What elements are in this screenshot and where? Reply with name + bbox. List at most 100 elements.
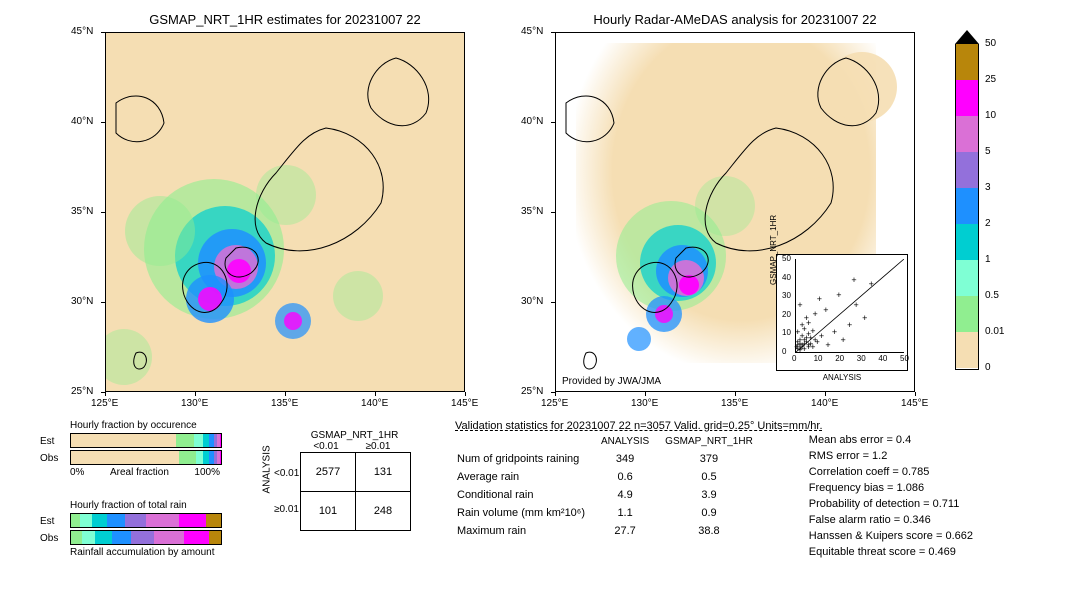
right-map-title: Hourly Radar-AMeDAS analysis for 2023100… <box>555 12 915 27</box>
colorbar-label: 0.01 <box>985 326 1004 337</box>
scatter-inset: GSMAP_NRT_1HRANALYSIS0010102020303040405… <box>776 254 908 371</box>
stats-cell: 27.7 <box>601 523 663 539</box>
stacked-bar <box>70 433 222 448</box>
contingency-col-header: GSMAP_NRT_1HR <box>298 430 411 441</box>
contingency-cell: 131 <box>356 453 411 492</box>
y-tick-label: 25°N <box>521 386 543 397</box>
validation-stats: Validation statistics for 20231007 22 n=… <box>455 420 973 560</box>
contingency-cell: 101 <box>301 492 356 531</box>
metric-line: Equitable threat score = 0.469 <box>809 544 973 560</box>
x-tick-label: 140°E <box>361 398 388 409</box>
stats-cell: 349 <box>601 451 663 467</box>
totalrain-title: Hourly fraction of total rain <box>70 500 222 511</box>
colorbar-label: 0 <box>985 362 991 373</box>
y-tick-label: 25°N <box>71 386 93 397</box>
y-tick-label: 35°N <box>71 206 93 217</box>
metric-line: Probability of detection = 0.711 <box>809 496 973 512</box>
colorbar-segment <box>955 188 979 224</box>
bar-row-label: Obs <box>40 533 64 544</box>
left-map-title: GSMAP_NRT_1HR estimates for 20231007 22 <box>105 12 465 27</box>
bar-axis-label: 0% <box>70 467 84 478</box>
bar-row-label: Obs <box>40 453 64 464</box>
metric-line: Correlation coeff = 0.785 <box>809 464 973 480</box>
y-tick-label: 30°N <box>521 296 543 307</box>
validation-header: Validation statistics for 20231007 22 n=… <box>455 420 973 432</box>
stacked-bar <box>70 513 222 528</box>
bar-row-label: Est <box>40 436 64 447</box>
y-tick-label: 40°N <box>71 116 93 127</box>
colorbar-label: 25 <box>985 74 996 85</box>
stats-cell: 38.8 <box>665 523 767 539</box>
contingency-row-header: ANALYSIS <box>262 479 273 493</box>
contingency-cell: 248 <box>356 492 411 531</box>
colorbar-label: 10 <box>985 110 996 121</box>
x-tick-label: 125°E <box>541 398 568 409</box>
x-tick-label: 135°E <box>721 398 748 409</box>
colorbar-segment <box>955 116 979 152</box>
x-tick-label: 140°E <box>811 398 838 409</box>
stats-cell: 0.9 <box>665 505 767 521</box>
contingency-cell: 2577 <box>301 453 356 492</box>
stats-col-header: ANALYSIS <box>601 434 663 449</box>
contingency-table: GSMAP_NRT_1HR ANALYSIS<0.01≥0.01<0.01≥0.… <box>260 430 411 531</box>
left-map <box>105 32 465 392</box>
stats-cell: 379 <box>665 451 767 467</box>
colorbar-segment <box>955 296 979 332</box>
colorbar-segment <box>955 260 979 296</box>
bar-axis-label: Areal fraction <box>110 467 169 478</box>
occurrence-bars: Hourly fraction by occurence Est Obs 0% Are… <box>40 420 222 478</box>
colorbar-segment <box>955 368 979 370</box>
colorbar-segment <box>955 44 979 80</box>
colorbar-label: 0.5 <box>985 290 999 301</box>
x-tick-label: 135°E <box>271 398 298 409</box>
metric-line: Hanssen & Kuipers score = 0.662 <box>809 528 973 544</box>
stats-cell: 0.6 <box>601 469 663 485</box>
stacked-bar <box>70 530 222 545</box>
stats-cell: Maximum rain <box>457 523 599 539</box>
y-tick-label: 45°N <box>71 26 93 37</box>
x-tick-label: 145°E <box>901 398 928 409</box>
stats-cell: Num of gridpoints raining <box>457 451 599 467</box>
x-tick-label: 145°E <box>451 398 478 409</box>
stats-cell: Conditional rain <box>457 487 599 503</box>
x-tick-label: 130°E <box>181 398 208 409</box>
y-tick-label: 30°N <box>71 296 93 307</box>
stats-cell: 4.9 <box>601 487 663 503</box>
stats-cell: 3.9 <box>665 487 767 503</box>
colorbar: 50251053210.50.010 <box>955 30 979 370</box>
right-map: Provided by JWA/JMA GSMAP_NRT_1HRANALYSI… <box>555 32 915 392</box>
bar-footer: Rainfall accumulation by amount <box>70 547 222 558</box>
coastline <box>106 33 465 392</box>
stacked-bar <box>70 450 222 465</box>
metric-line: False alarm ratio = 0.346 <box>809 512 973 528</box>
colorbar-label: 50 <box>985 38 996 49</box>
stats-col-header <box>457 434 599 449</box>
colorbar-overflow-icon <box>955 30 979 44</box>
x-tick-label: 130°E <box>631 398 658 409</box>
colorbar-segment <box>955 152 979 188</box>
metric-line: Frequency bias = 1.086 <box>809 480 973 496</box>
y-tick-label: 45°N <box>521 26 543 37</box>
colorbar-segment <box>955 80 979 116</box>
stats-col-header: GSMAP_NRT_1HR <box>665 434 767 449</box>
bar-row-label: Est <box>40 516 64 527</box>
contingency-col-label: ≥0.01 <box>352 441 404 452</box>
colorbar-segment <box>955 224 979 260</box>
metric-line: Mean abs error = 0.4 <box>809 432 973 448</box>
colorbar-label: 5 <box>985 146 991 157</box>
colorbar-segment <box>955 332 979 368</box>
colorbar-label: 1 <box>985 254 991 265</box>
stats-cell: Rain volume (mm km²10⁶) <box>457 505 599 521</box>
bar-axis-label: 100% <box>194 467 220 478</box>
totalrain-bars: Hourly fraction of total rain Est Obs Rain… <box>40 500 222 558</box>
y-tick-label: 40°N <box>521 116 543 127</box>
contingency-row-label: ≥0.01 <box>274 492 300 528</box>
stats-cell: 0.5 <box>665 469 767 485</box>
scatter-ylabel: GSMAP_NRT_1HR <box>769 214 778 284</box>
colorbar-label: 2 <box>985 218 991 229</box>
colorbar-label: 3 <box>985 182 991 193</box>
stats-cell: 1.1 <box>601 505 663 521</box>
occurrence-title: Hourly fraction by occurence <box>70 420 222 431</box>
stats-cell: Average rain <box>457 469 599 485</box>
contingency-col-label: <0.01 <box>300 441 352 452</box>
